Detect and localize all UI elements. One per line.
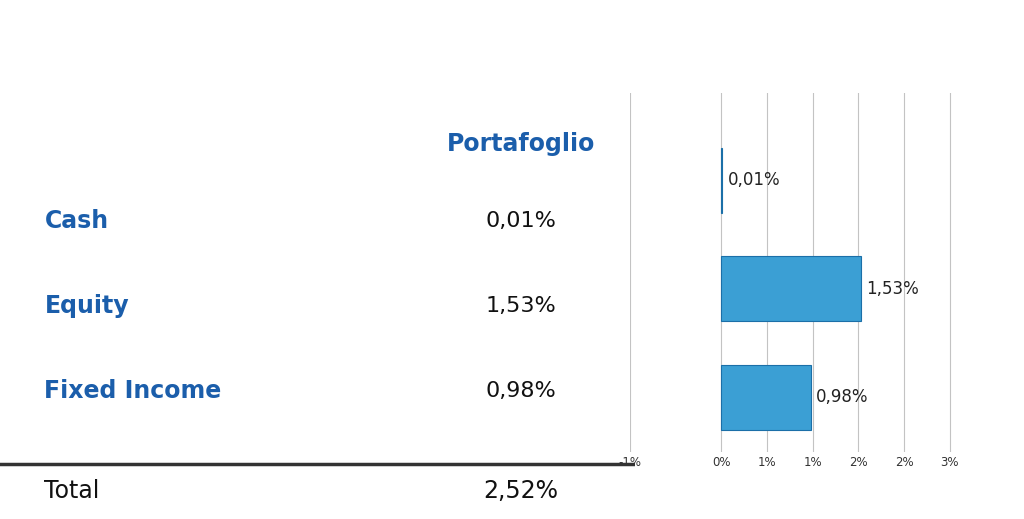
Text: 2,52%: 2,52%	[483, 480, 558, 503]
Text: Fixed Income: Fixed Income	[44, 379, 221, 403]
Text: Total: Total	[44, 480, 99, 503]
Text: Contribuzione al rischio (VaR) con look through: Contribuzione al rischio (VaR) con look …	[15, 32, 828, 61]
Text: Cash: Cash	[44, 209, 109, 233]
Text: Equity: Equity	[44, 294, 129, 318]
Text: 0,01%: 0,01%	[485, 211, 556, 231]
Text: 1,53%: 1,53%	[866, 280, 920, 298]
Text: 0,01%: 0,01%	[728, 171, 780, 189]
Text: 0,98%: 0,98%	[816, 388, 868, 406]
Text: Portafoglio: Portafoglio	[446, 132, 595, 157]
Bar	[721, 365, 811, 430]
Text: 0,98%: 0,98%	[485, 381, 556, 401]
Bar	[721, 256, 861, 321]
Text: 1,53%: 1,53%	[485, 296, 556, 316]
